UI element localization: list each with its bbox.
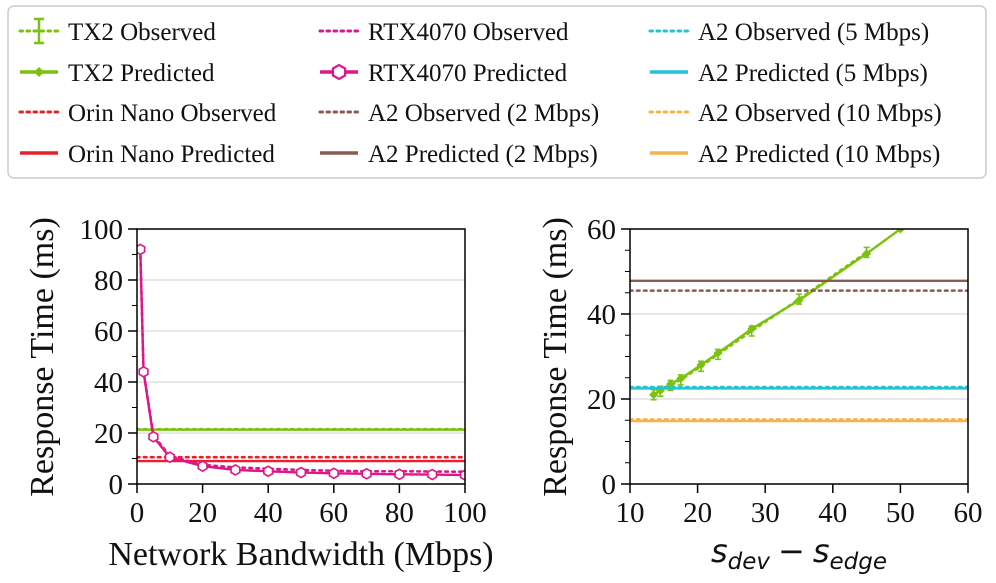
data-point-hexagon xyxy=(328,467,339,480)
left-x-axis-label: Network Bandwidth (Mbps) xyxy=(108,536,493,573)
data-point-hexagon xyxy=(138,365,149,378)
series-line-rtx4070-observed xyxy=(138,248,465,474)
x-tick-label: 100 xyxy=(443,497,487,529)
left-plot-frame xyxy=(136,228,466,485)
y-tick-label: 40 xyxy=(587,299,616,331)
legend-item: A2 Observed (5 Mbps) xyxy=(648,19,929,46)
right-ticks: 0 20 40 60 10 20 30 40 50 60 xyxy=(587,214,983,529)
legend-item: A2 Observed (2 Mbps) xyxy=(318,100,599,127)
data-point-diamond xyxy=(676,374,686,384)
y-tick-label: 100 xyxy=(80,214,124,246)
data-point-hexagon xyxy=(148,430,159,443)
legend-label: A2 Predicted (2 Mbps) xyxy=(368,141,598,168)
right-grid xyxy=(630,228,968,485)
left-ticks: 0 20 40 60 80 100 0 20 40 60 80 100 xyxy=(80,214,487,529)
legend-item: Orin Nano Predicted xyxy=(20,141,275,168)
data-point-diamond xyxy=(895,229,905,234)
legend-item: A2 Predicted (5 Mbps) xyxy=(650,60,928,87)
x-tick-label: 10 xyxy=(616,497,645,529)
legend-label: TX2 Predicted xyxy=(68,60,215,87)
right-x-axis-label: sdev − sedge xyxy=(711,532,887,575)
legend-label: A2 Predicted (5 Mbps) xyxy=(698,60,928,87)
x-tick-label: 20 xyxy=(683,497,712,529)
right-plot-frame xyxy=(629,228,969,485)
x-tick-label: 60 xyxy=(954,497,983,529)
legend-item: RTX4070 Observed xyxy=(318,19,569,46)
y-tick-label: 60 xyxy=(94,316,123,348)
xlabel-sub-dev: dev xyxy=(728,549,771,575)
legend-item: RTX4070 Predicted xyxy=(320,60,568,87)
y-tick-label: 20 xyxy=(587,384,616,416)
y-tick-label: 60 xyxy=(587,214,616,246)
legend-label: TX2 Observed xyxy=(68,19,216,46)
x-tick-label: 80 xyxy=(385,497,414,529)
data-point-hexagon xyxy=(295,466,307,479)
data-point-diamond xyxy=(649,390,659,400)
data-point-hexagon xyxy=(459,469,465,481)
plot-bandwidth: 0 20 40 60 80 100 0 20 40 60 80 100 Network Bandwid… xyxy=(24,214,494,573)
legend-item: Orin Nano Observed xyxy=(18,100,277,127)
legend-hexagon-marker xyxy=(331,63,347,81)
left-grid xyxy=(137,228,465,485)
legend-label: A2 Predicted (10 Mbps) xyxy=(698,141,940,168)
left-y-axis-label: Response Time (ms) xyxy=(24,217,61,497)
data-point-hexagon xyxy=(394,468,405,481)
data-point-diamond xyxy=(747,324,757,334)
x-tick-label: 0 xyxy=(130,497,145,529)
y-tick-label: 80 xyxy=(94,265,123,297)
legend-label: Orin Nano Observed xyxy=(68,100,277,127)
legend-label: Orin Nano Predicted xyxy=(68,141,275,168)
y-tick-label: 20 xyxy=(94,418,123,450)
legend-item: A2 Predicted (2 Mbps) xyxy=(320,141,598,168)
legend-diamond-marker xyxy=(34,67,44,77)
y-tick-label: 0 xyxy=(602,469,617,501)
legend-label: RTX4070 Predicted xyxy=(368,60,568,87)
data-point-diamond xyxy=(794,295,804,305)
legend-item: TX2 Predicted xyxy=(20,60,215,87)
xlabel-minus: − xyxy=(778,532,805,570)
y-tick-label: 40 xyxy=(94,367,123,399)
x-tick-label: 40 xyxy=(254,497,283,529)
data-point-hexagon xyxy=(230,464,241,476)
data-point-hexagon xyxy=(137,243,146,256)
left-series xyxy=(137,243,465,481)
legend-label: A2 Observed (2 Mbps) xyxy=(368,100,599,127)
legend-label: A2 Observed (5 Mbps) xyxy=(698,19,929,46)
legend-item: A2 Predicted (10 Mbps) xyxy=(650,141,940,168)
xlabel-s2: s xyxy=(813,532,830,570)
data-point-diamond xyxy=(713,348,723,358)
x-tick-label: 50 xyxy=(886,497,915,529)
legend-item: TX2 Observed xyxy=(18,17,216,46)
y-tick-label: 0 xyxy=(109,469,124,501)
data-point-hexagon xyxy=(164,451,175,464)
legend-item: A2 Observed (10 Mbps) xyxy=(648,100,942,127)
series-area xyxy=(137,243,465,481)
data-point-hexagon xyxy=(197,460,208,473)
data-point-diamond xyxy=(696,360,706,370)
right-series xyxy=(630,229,968,423)
data-point-hexagon xyxy=(263,465,274,478)
legend-errorbar-marker xyxy=(34,17,44,45)
x-tick-label: 30 xyxy=(751,497,780,529)
x-tick-label: 60 xyxy=(319,497,348,529)
right-y-axis-label: Response Time (ms) xyxy=(537,217,574,497)
legend-label: RTX4070 Observed xyxy=(368,19,569,46)
legend: TX2 Observed TX2 Predicted Orin Nano Obser… xyxy=(18,17,942,168)
series-area xyxy=(630,229,968,423)
data-point-hexagon xyxy=(361,467,372,480)
data-point-hexagon xyxy=(427,468,438,481)
xlabel-sub-edge: edge xyxy=(830,549,888,575)
x-tick-label: 40 xyxy=(818,497,847,529)
x-tick-label: 20 xyxy=(188,497,217,529)
legend-box xyxy=(7,5,987,179)
data-point-diamond xyxy=(862,249,872,259)
legend-label: A2 Observed (10 Mbps) xyxy=(698,100,942,127)
series-line-rtx4070-predicted xyxy=(139,249,465,477)
xlabel-s1: s xyxy=(711,532,728,570)
